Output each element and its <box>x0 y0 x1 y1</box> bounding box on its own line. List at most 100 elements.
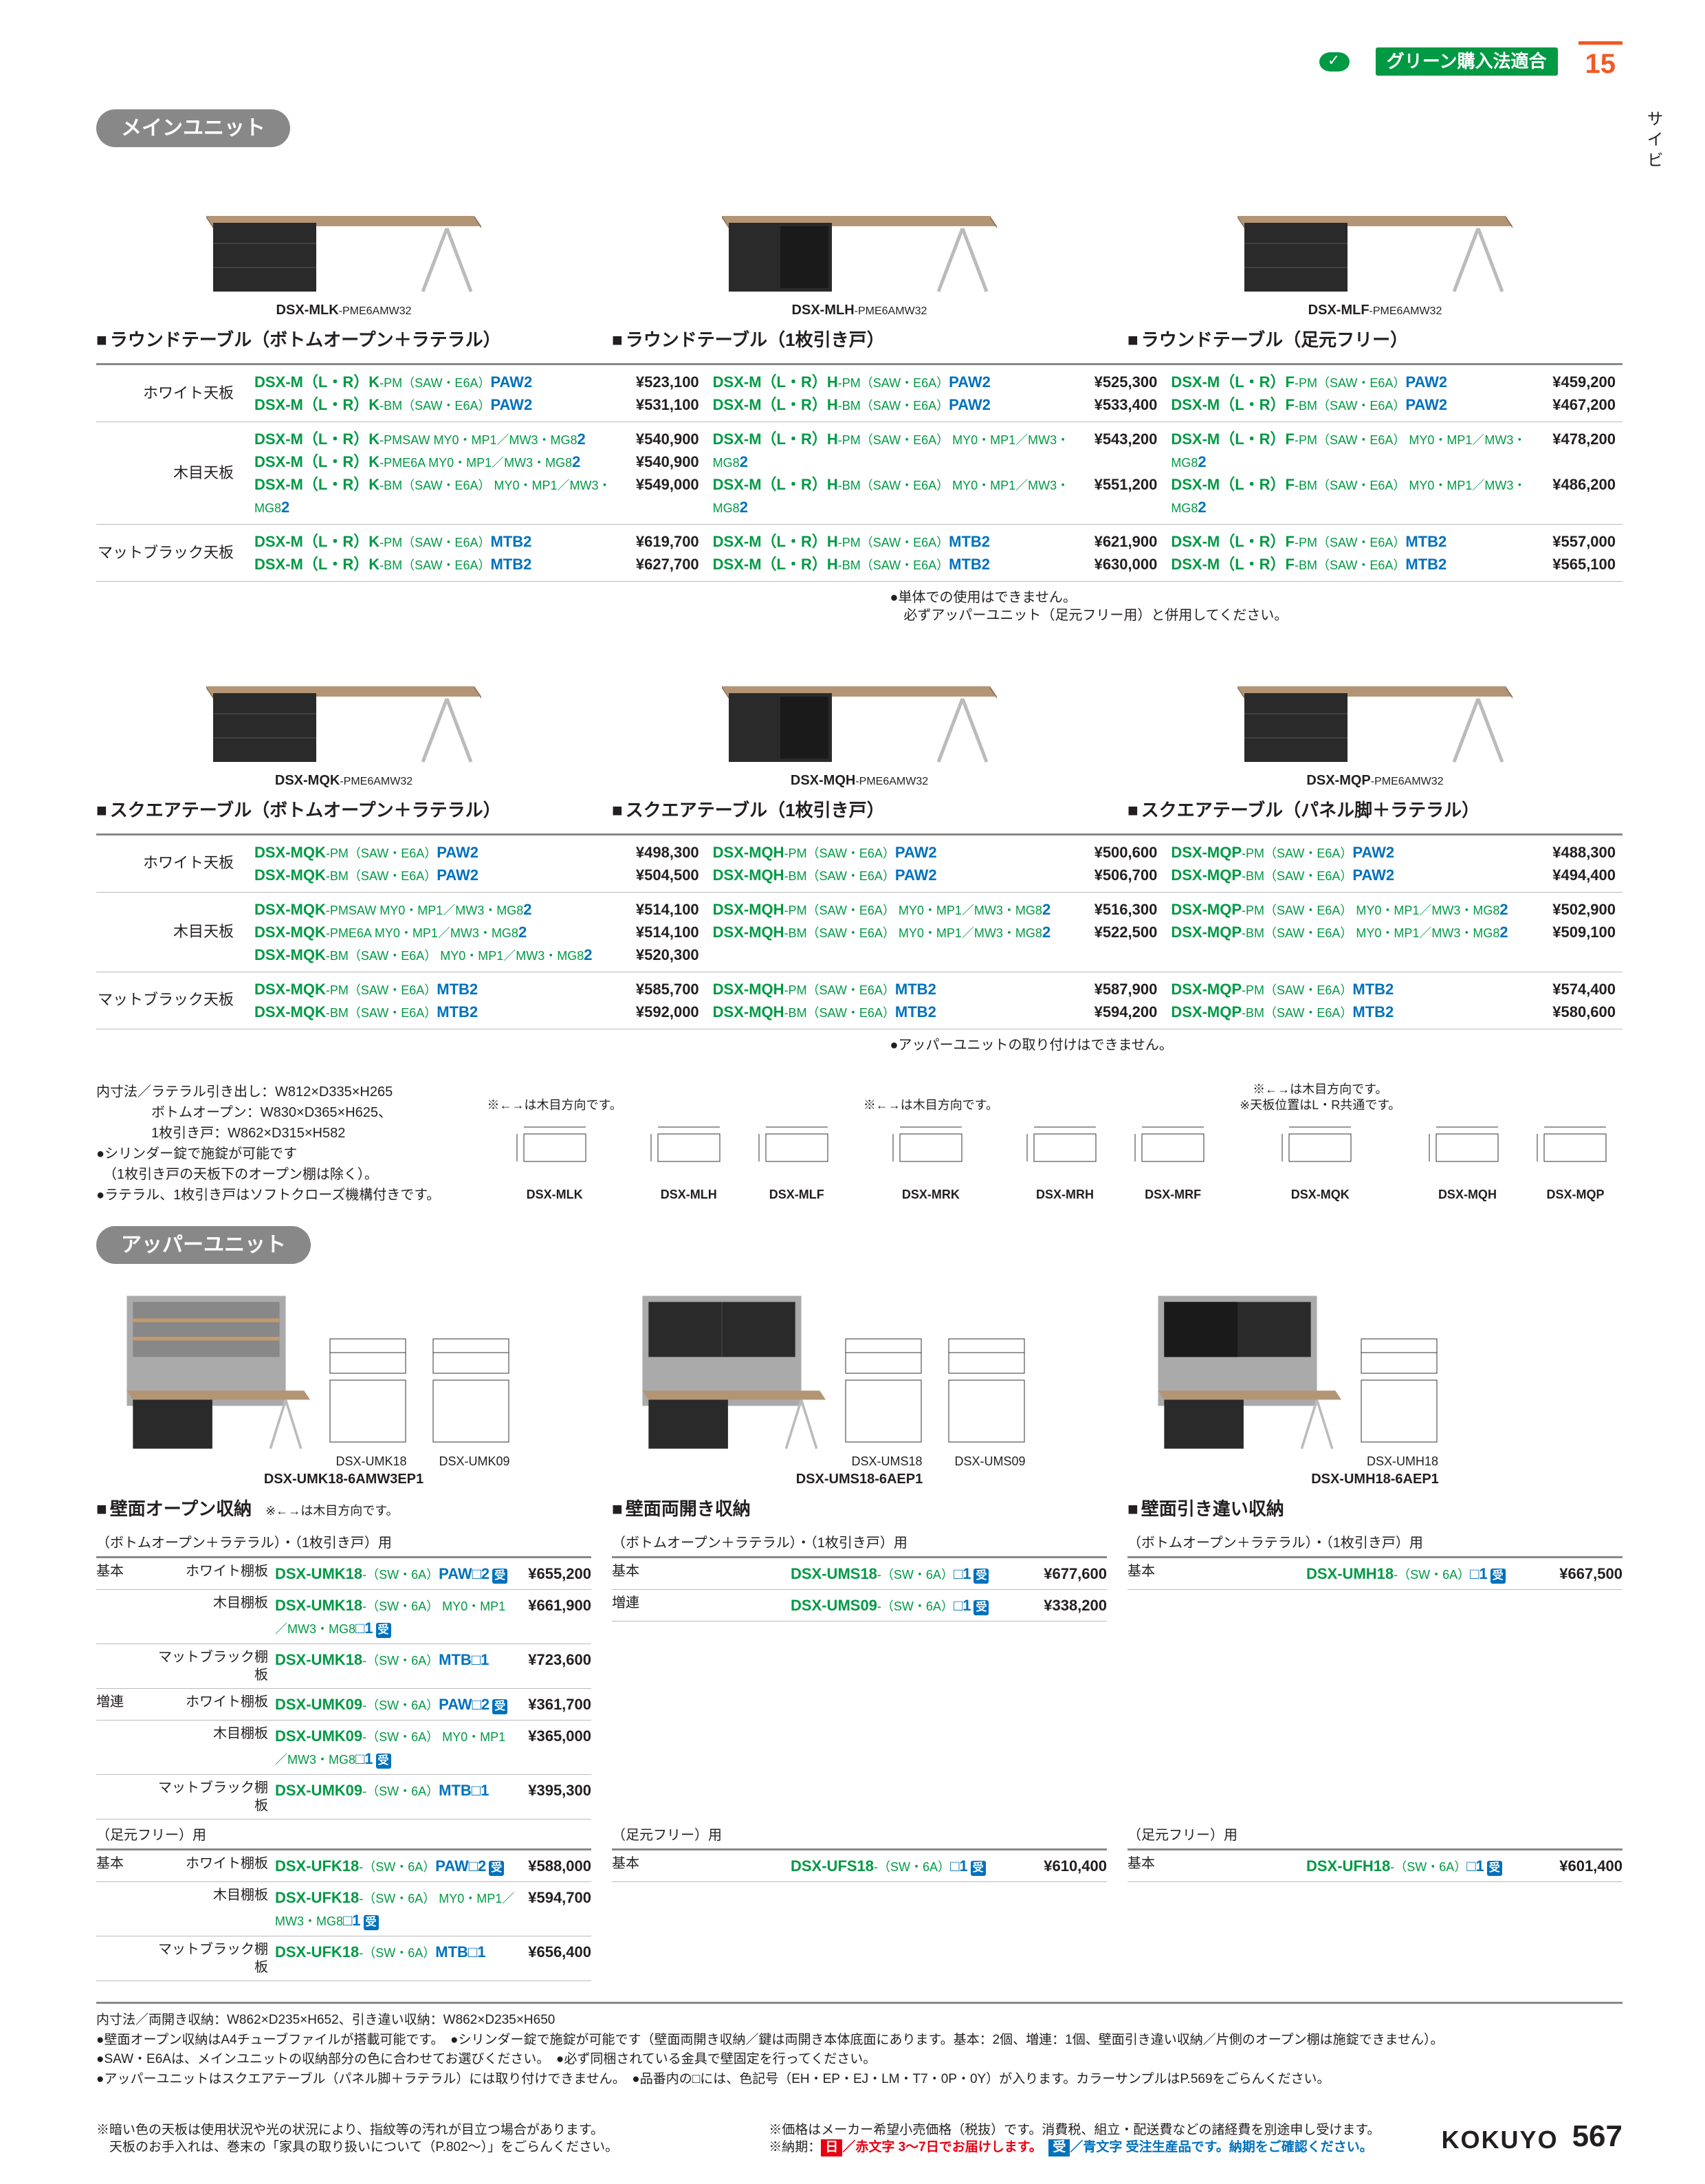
sku-line: DSX-M（L・R）F-PM（SAW・E6A）PAW2 ¥459,200 <box>1171 371 1616 393</box>
upper-product-image <box>1128 1286 1348 1470</box>
sku-line: DSX-M（L・R）H-BM（SAW・E6A）MTB2 ¥630,000 <box>713 553 1158 576</box>
product-subtitle: スクエアテーブル（ボトムオープン＋ラテラル） <box>96 799 591 822</box>
upper-product-code: DSX-UMK18-6AMW3EP1 <box>96 1470 591 1488</box>
product-subtitle: スクエアテーブル（1枚引き戸） <box>612 799 1107 822</box>
sku-line: DSX-MQK-PM（SAW・E6A）MTB2 ¥585,700 <box>254 978 699 1001</box>
upper-price-row: 増連 DSX-UMS09-（SW・6A）□1受 ¥338,200 <box>612 1590 1107 1621</box>
dimension-diagram: DSX-MRH <box>1024 1113 1106 1203</box>
dimension-diagram: DSX-MLH <box>648 1113 730 1203</box>
upper-price-row: マットブラック棚板 DSX-UMK09-（SW・6A）MTB□1 ¥395,30… <box>96 1775 591 1820</box>
product-image <box>1128 161 1622 298</box>
upper-price-row: 木目棚板 DSX-UMK09-（SW・6A） MY0・MP1／MW3・MG8□1… <box>96 1721 591 1775</box>
mini-dimension <box>323 1332 419 1454</box>
page-number-bottom: 567 <box>1572 2117 1622 2156</box>
product-code: DSX-MQK-PME6AMW32 <box>96 772 591 789</box>
sku-line: DSX-M（L・R）H-PM（SAW・E6A）MTB2 ¥621,900 <box>713 530 1158 553</box>
dimension-diagram: DSX-MLF <box>756 1113 838 1203</box>
upper-unit-row: DSX-UMK18 DSX-UMK09 DSX-UMK18-6AMW3EP1 壁… <box>96 1278 1622 1528</box>
price-row: マットブラック天板 DSX-MQK-PM（SAW・E6A）MTB2 ¥585,7… <box>96 972 1622 1029</box>
upper-product-code: DSX-UMH18-6AEP1 <box>1128 1470 1622 1488</box>
dimension-diagram: DSX-MQP <box>1534 1113 1616 1203</box>
mini-dimension <box>1354 1332 1451 1454</box>
row-label: マットブラック天板 <box>96 990 248 1010</box>
sku-line: DSX-MQH-PM（SAW・E6A）MTB2 ¥587,900 <box>713 978 1158 1001</box>
product-code: DSX-MLK-PME6AMW32 <box>96 301 591 319</box>
sku-line: DSX-MQP-BM（SAW・E6A）PAW2 ¥494,400 <box>1171 864 1616 886</box>
price-row: 木目天板 DSX-M（L・R）K-PMSAW MY0・MP1／MW3・MG82 … <box>96 422 1622 525</box>
sku-line: DSX-MQP-PM（SAW・E6A） MY0・MP1／MW3・MG82 ¥50… <box>1171 898 1616 921</box>
dimension-diagrams: ※←→は木目方向です。 DSX-MLK DSX-MLH DSX-MLF※←→は木… <box>481 1082 1622 1203</box>
sku-line: DSX-M（L・R）K-PM（SAW・E6A）PAW2 ¥523,100 <box>254 371 699 393</box>
dimension-diagram: DSX-MQH <box>1426 1113 1508 1203</box>
product-code: DSX-MQH-PME6AMW32 <box>612 772 1107 789</box>
row-label: ホワイト天板 <box>96 853 248 873</box>
upper-subhead: （足元フリー）用 <box>612 1826 1107 1844</box>
footer-left-1: ※暗い色の天板は使用状況や光の状況により、指紋等の汚れが目立つ場合があります。 <box>96 2122 769 2139</box>
main-unit-top-row: DSX-MLK-PME6AMW32 ラウンドテーブル（ボトムオープン＋ラテラル）… <box>96 161 1622 359</box>
sku-line: DSX-M（L・R）K-PME6A MY0・MP1／MW3・MG82 ¥540,… <box>254 450 699 473</box>
product-code: DSX-MLF-PME6AMW32 <box>1128 301 1622 319</box>
product-image <box>96 631 591 769</box>
upper-product-image <box>612 1286 832 1470</box>
main-top-price-table: ホワイト天板 DSX-M（L・R）K-PM（SAW・E6A）PAW2 ¥523,… <box>96 363 1622 582</box>
product-subtitle: ラウンドテーブル（足元フリー） <box>1128 329 1622 352</box>
sku-line: DSX-MQH-PM（SAW・E6A） MY0・MP1／MW3・MG82 ¥51… <box>713 898 1158 921</box>
upper-product-code: DSX-UMS18-6AEP1 <box>612 1470 1107 1488</box>
product-code: DSX-MLH-PME6AMW32 <box>612 301 1107 319</box>
sku-line: DSX-M（L・R）K-BM（SAW・E6A）PAW2 ¥531,100 <box>254 393 699 416</box>
sku-line: DSX-MQK-BM（SAW・E6A）PAW2 ¥504,500 <box>254 864 699 886</box>
dimension-notes: 内寸法／ラテラル引き出し：W812×D335×H265 ボトムオープン：W830… <box>96 1082 454 1205</box>
sku-line: DSX-MQH-BM（SAW・E6A）PAW2 ¥506,700 <box>713 864 1158 886</box>
upper-subhead: （ボトムオープン＋ラテラル）・（1枚引き戸）用 <box>612 1534 1107 1552</box>
sku-line: DSX-M（L・R）F-PM（SAW・E6A）MTB2 ¥557,000 <box>1171 530 1616 553</box>
main-unit-bottom-row: DSX-MQK-PME6AMW32 スクエアテーブル（ボトムオープン＋ラテラル）… <box>96 631 1622 829</box>
order-mark-icon: 受 <box>971 1861 986 1876</box>
sku-line: DSX-M（L・R）H-PM（SAW・E6A）PAW2 ¥525,300 <box>713 371 1158 393</box>
upper-price-row: 基本 DSX-UFH18-（SW・6A）□1受 ¥601,400 <box>1128 1850 1622 1882</box>
product-image <box>96 161 591 298</box>
upper-product-subtitle: 壁面両開き収納 <box>612 1498 1107 1521</box>
sku-line: DSX-MQP-BM（SAW・E6A）MTB2 ¥580,600 <box>1171 1001 1616 1023</box>
sku-line: DSX-M（L・R）F-BM（SAW・E6A）PAW2 ¥467,200 <box>1171 393 1616 416</box>
sku-line: DSX-MQP-BM（SAW・E6A） MY0・MP1／MW3・MG82 ¥50… <box>1171 921 1616 943</box>
sku-line: DSX-MQP-PM（SAW・E6A）PAW2 ¥488,300 <box>1171 841 1616 864</box>
upper-subhead: （足元フリー）用 <box>1128 1826 1622 1844</box>
order-mark-icon: 受 <box>492 1569 507 1584</box>
order-mark-icon: 受 <box>376 1754 391 1769</box>
dimension-diagram: DSX-MRF <box>1132 1113 1214 1203</box>
red-badge-icon: 日 <box>821 2139 842 2156</box>
product-code: DSX-MQP-PME6AMW32 <box>1128 772 1622 789</box>
sku-line: DSX-M（L・R）H-PM（SAW・E6A） MY0・MP1／MW3・MG82… <box>713 428 1158 473</box>
mini-dimension <box>839 1332 935 1454</box>
sku-line: DSX-M（L・R）H-BM（SAW・E6A）PAW2 ¥533,400 <box>713 393 1158 416</box>
brand-logo: KOKUYO <box>1442 2124 1559 2156</box>
upper-price-row: 基本 ホワイト棚板 DSX-UFK18-（SW・6A）PAW□2受 ¥588,0… <box>96 1850 591 1882</box>
main-bottom-note: ●アッパーユニットの取り付けはできません。 <box>890 1036 1622 1054</box>
footer-left-2: 天板のお手入れは、巻末の「家具の取り扱いについて（P.802〜）」をごらんくださ… <box>96 2139 769 2156</box>
upper-price-row: 基本 DSX-UMH18-（SW・6A）□1受 ¥667,500 <box>1128 1558 1622 1590</box>
sku-line: DSX-M（L・R）K-BM（SAW・E6A）MTB2 ¥627,700 <box>254 553 699 576</box>
upper-product-image <box>96 1286 316 1470</box>
upper-price-row: 木目棚板 DSX-UFK18-（SW・6A） MY0・MP1／MW3・MG8□1… <box>96 1882 591 1936</box>
top-bar: グリーン購入法適合 15 <box>96 41 1622 82</box>
order-mark-icon: 受 <box>492 1699 507 1714</box>
dimension-row: 内寸法／ラテラル引き出し：W812×D335×H265 ボトムオープン：W830… <box>96 1082 1622 1205</box>
product-subtitle: ラウンドテーブル（ボトムオープン＋ラテラル） <box>96 329 591 352</box>
price-row: ホワイト天板 DSX-M（L・R）K-PM（SAW・E6A）PAW2 ¥523,… <box>96 365 1622 422</box>
upper-price-tables: （ボトムオープン＋ラテラル）・（1枚引き戸）用 基本 ホワイト棚板 DSX-UM… <box>96 1527 1622 1820</box>
sku-line: DSX-M（L・R）F-BM（SAW・E6A）MTB2 ¥565,100 <box>1171 553 1616 576</box>
side-tab-label: サイビ <box>1642 110 1664 172</box>
sku-line: DSX-MQH-PM（SAW・E6A）PAW2 ¥500,600 <box>713 841 1158 864</box>
sku-line: DSX-MQK-PME6A MY0・MP1／MW3・MG82 ¥514,100 <box>254 921 699 943</box>
upper-product-subtitle: 壁面引き違い収納 <box>1128 1498 1622 1521</box>
sku-line: DSX-MQK-PM（SAW・E6A）PAW2 ¥498,300 <box>254 841 699 864</box>
row-label: ホワイト天板 <box>96 384 248 404</box>
upper-price-row: 増連 ホワイト棚板 DSX-UMK09-（SW・6A）PAW□2受 ¥361,7… <box>96 1689 591 1721</box>
sku-line: DSX-M（L・R）K-BM（SAW・E6A） MY0・MP1／MW3・MG82… <box>254 473 699 518</box>
mini-dimension <box>942 1332 1038 1454</box>
order-mark-icon: 受 <box>974 1600 989 1615</box>
sku-line: DSX-M（L・R）F-PM（SAW・E6A） MY0・MP1／MW3・MG82… <box>1171 428 1616 473</box>
sku-line: DSX-MQK-BM（SAW・E6A） MY0・MP1／MW3・MG82 ¥52… <box>254 943 699 966</box>
footer-right-1: ※価格はメーカー希望小売価格（税抜）です。消費税、組立・配送費などの諸経費を別途… <box>769 2122 1441 2139</box>
upper-price-row: 基本 ホワイト棚板 DSX-UMK18-（SW・6A）PAW□2受 ¥655,2… <box>96 1558 591 1590</box>
